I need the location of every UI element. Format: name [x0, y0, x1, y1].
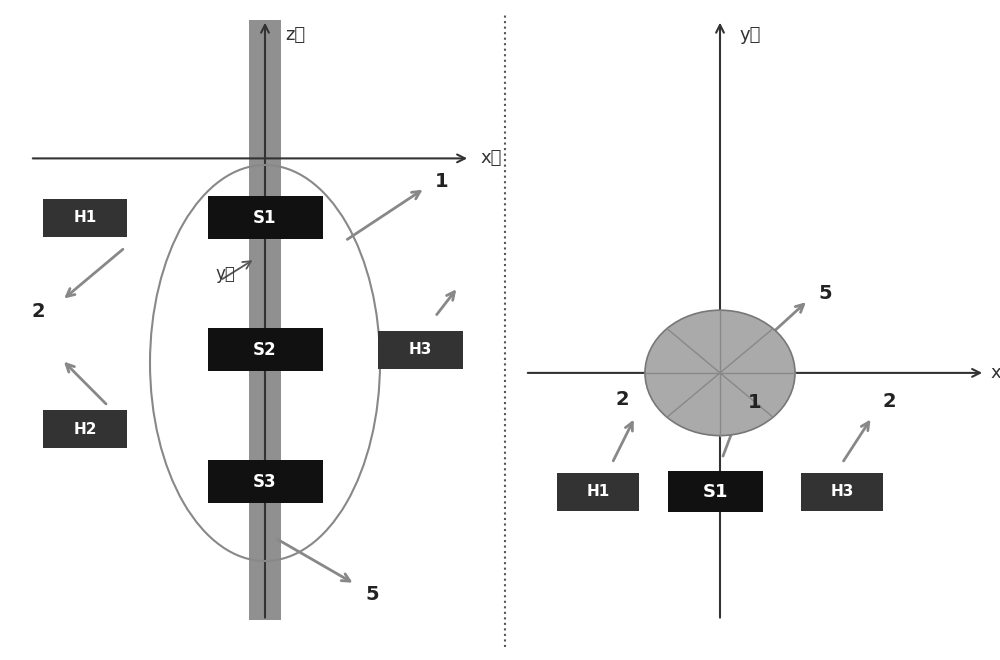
Bar	[668, 471, 763, 512]
Text: 2: 2	[615, 390, 629, 409]
Text: 5: 5	[365, 585, 379, 603]
Text: 1: 1	[435, 172, 449, 191]
Bar	[249, 20, 281, 620]
Bar	[208, 196, 322, 239]
Text: 2: 2	[31, 302, 45, 321]
Text: H3: H3	[408, 343, 432, 357]
Text: H3: H3	[830, 484, 854, 499]
Bar	[42, 199, 128, 237]
Text: y轴: y轴	[215, 265, 235, 283]
Text: S1: S1	[253, 209, 277, 227]
Text: 2: 2	[882, 391, 896, 411]
Text: H2: H2	[73, 422, 97, 436]
Text: y轴: y轴	[740, 26, 761, 44]
Bar	[378, 331, 462, 369]
Ellipse shape	[645, 310, 795, 436]
Text: S1: S1	[702, 482, 728, 501]
Text: 5: 5	[818, 284, 832, 303]
Bar	[208, 461, 322, 503]
Text: S2: S2	[253, 341, 277, 359]
Text: H1: H1	[73, 211, 97, 225]
Bar	[557, 473, 639, 511]
Text: x轴: x轴	[990, 364, 1000, 382]
Text: S3: S3	[253, 473, 277, 491]
Text: H1: H1	[586, 484, 610, 499]
Bar	[42, 410, 128, 448]
Bar	[208, 329, 322, 371]
Text: x轴: x轴	[480, 149, 501, 168]
Bar	[801, 473, 883, 511]
Text: 1: 1	[748, 393, 762, 412]
Text: z轴: z轴	[285, 26, 305, 44]
